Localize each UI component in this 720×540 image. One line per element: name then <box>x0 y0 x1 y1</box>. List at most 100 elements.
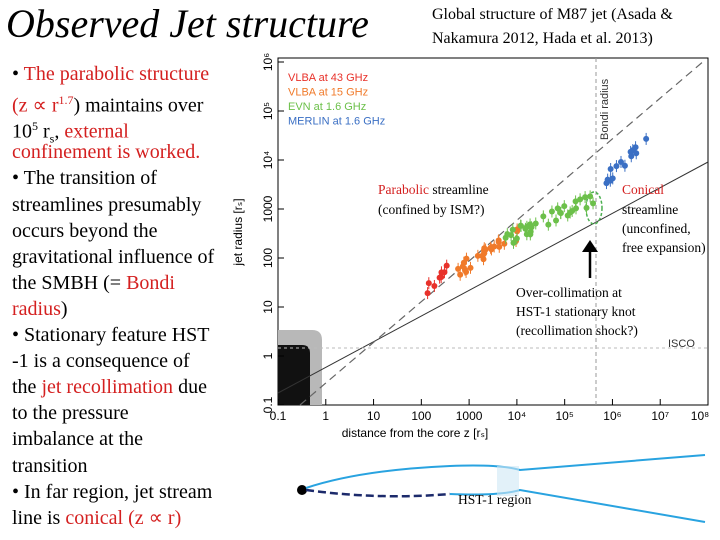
point <box>508 232 515 239</box>
text-line: radius) <box>12 297 68 321</box>
point <box>496 243 503 250</box>
text-line: streamlines presumably <box>12 193 201 217</box>
caption: Nakamura 2012, Hada et al. 2013) <box>432 30 653 47</box>
annotation: streamline <box>622 202 678 217</box>
text-run: (z ∝ r <box>12 94 59 117</box>
point <box>431 282 438 289</box>
point <box>517 222 524 229</box>
point <box>569 207 576 214</box>
text-run: confinement is worked. <box>12 141 201 164</box>
text-line: transition <box>12 454 88 478</box>
y-tick-label: 1000 <box>261 195 275 222</box>
text-run: Conical <box>622 182 664 197</box>
y-tick-label: 100 <box>261 248 275 268</box>
point <box>627 148 634 155</box>
point <box>457 271 464 278</box>
point <box>621 162 628 169</box>
annotation: (recollimation shock?) <box>516 323 638 338</box>
point <box>491 243 498 250</box>
point <box>461 266 468 273</box>
legend-entry: EVN at 1.6 GHz <box>288 101 366 113</box>
point <box>618 158 625 165</box>
text-run: conical (z ∝ r) <box>65 506 182 529</box>
point <box>523 223 530 230</box>
text-run: transition <box>12 454 88 477</box>
text-run: the SMBH (= <box>12 271 127 294</box>
point <box>583 204 590 211</box>
text-run: 1.7 <box>58 93 74 108</box>
point <box>424 290 431 297</box>
text-line: • Stationary feature HST <box>12 323 210 347</box>
point <box>548 208 555 215</box>
data-points <box>424 132 650 300</box>
text-line: 105 rs, external <box>12 114 129 151</box>
text-line: occurs beyond the <box>12 219 158 243</box>
text-line: the jet recollimation due <box>12 375 207 399</box>
text-run: ) maintains over <box>73 94 204 117</box>
text-line: gravitational influence of <box>12 245 214 269</box>
point <box>523 231 530 238</box>
text-run: line is <box>12 506 66 529</box>
text-run: • In far region, jet stream <box>12 480 213 503</box>
conical-line <box>299 59 706 406</box>
point <box>553 217 560 224</box>
y-tick-label: 0.1 <box>261 396 275 413</box>
annotation: HST-1 stationary knot <box>516 304 636 319</box>
text-run: • The transition of <box>12 167 157 190</box>
core <box>297 485 307 495</box>
text-run: gravitational influence of <box>12 245 215 268</box>
point <box>572 198 579 205</box>
point <box>501 240 508 247</box>
arrow-head <box>582 240 598 252</box>
text-line: confinement is worked. <box>12 140 200 164</box>
text-run: external <box>64 120 129 143</box>
text-run: streamline <box>429 182 489 197</box>
point <box>607 165 614 172</box>
x-tick-label: 10⁵ <box>556 409 574 423</box>
bondi-label: Bondi radius <box>599 78 611 140</box>
text-line: • The transition of <box>12 166 157 190</box>
annotation: Conical <box>622 182 664 197</box>
text-run: to the pressure <box>12 402 129 425</box>
slide-title: Observed Jet structure <box>6 1 369 46</box>
text-line: line is conical (z ∝ r) <box>12 506 181 530</box>
text-run: radius <box>12 297 61 320</box>
point <box>481 250 488 257</box>
point <box>554 205 561 212</box>
text-run: streamlines presumably <box>12 193 202 216</box>
text-run: the <box>12 376 42 399</box>
point <box>460 259 467 266</box>
y-axis-label: jet radius [rₛ] <box>231 198 245 266</box>
annotation: free expansion) <box>622 240 706 255</box>
x-tick-label: 10⁴ <box>508 409 527 423</box>
point <box>540 213 547 220</box>
x-tick-label: 1000 <box>456 409 483 423</box>
point <box>604 176 611 183</box>
x-tick-label: 10⁷ <box>651 409 669 423</box>
point <box>438 269 445 276</box>
text-run: Parabolic <box>378 182 429 197</box>
legend-entry: VLBA at 43 GHz <box>288 72 368 84</box>
text-run: Bondi <box>126 271 175 294</box>
x-tick-label: 100 <box>411 409 431 423</box>
text-run: • <box>12 63 24 85</box>
isco-label: ISCO <box>668 338 695 350</box>
point <box>467 264 474 271</box>
text-run: ) <box>60 297 68 320</box>
point <box>613 163 620 170</box>
point <box>590 200 597 207</box>
legend-entry: MERLIN at 1.6 GHz <box>288 116 385 128</box>
point <box>643 135 650 142</box>
annotation: Parabolic streamline <box>378 182 489 197</box>
point <box>632 144 639 151</box>
point <box>582 194 589 201</box>
text-run: due <box>173 376 207 399</box>
x-tick-label: 10⁸ <box>691 409 709 423</box>
point <box>564 212 571 219</box>
x-tick-label: 10⁶ <box>603 409 621 423</box>
text-run: 5 <box>32 119 38 134</box>
text-line: -1 is a consequence of <box>12 349 190 373</box>
point <box>513 235 520 242</box>
text-run: jet recollimation <box>41 376 174 399</box>
x-axis-label: distance from the core z [rₛ] <box>342 426 489 440</box>
